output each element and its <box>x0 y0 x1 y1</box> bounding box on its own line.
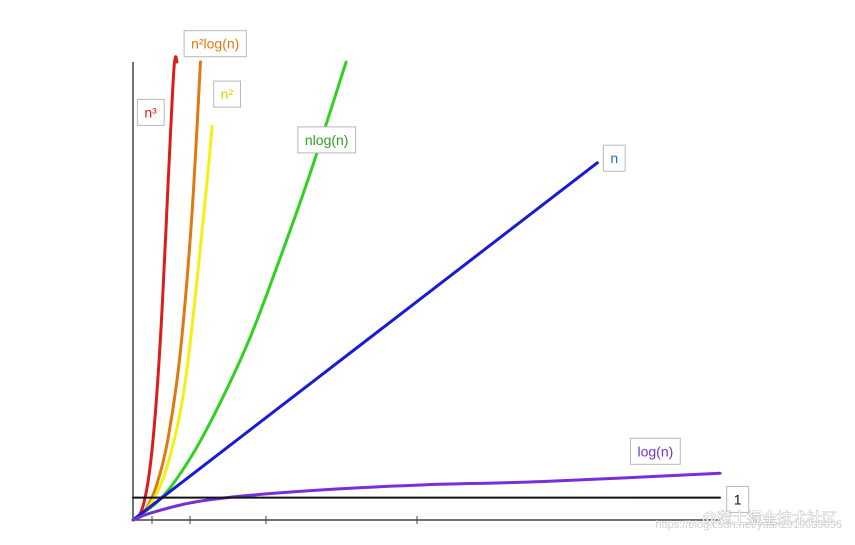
label-log-n: log(n) <box>630 437 681 465</box>
watermark-url: https://blog.csdn.net/yuan2019035055 <box>655 519 842 531</box>
label-n3: n³ <box>136 98 165 126</box>
label-text: 1 <box>734 491 742 507</box>
label-text: nlog(n) <box>305 132 349 148</box>
label-box <box>213 80 241 108</box>
series-line-log-n <box>131 471 722 522</box>
label-n: n <box>602 144 626 172</box>
label-box <box>297 126 356 154</box>
label-text: n² <box>221 86 234 102</box>
label-box <box>726 485 750 513</box>
label-box <box>630 437 681 465</box>
label-nlog-n: nlog(n) <box>297 126 356 154</box>
label-text: n³ <box>144 104 157 120</box>
series-layer <box>131 55 722 522</box>
label-1: 1 <box>726 485 750 513</box>
label-text: log(n) <box>638 443 674 459</box>
watermark-brand: @稀土掘金技术社区 <box>702 509 837 527</box>
label-box <box>136 98 165 126</box>
series-line-n <box>131 161 599 522</box>
watermark: https://blog.csdn.net/yuan2019035055 @稀土… <box>655 509 842 531</box>
series-line-n3 <box>131 55 179 522</box>
label-n2log-n: n²log(n) <box>183 30 247 58</box>
axes <box>132 62 720 524</box>
label-n2: n² <box>213 80 241 108</box>
label-text: n²log(n) <box>191 36 239 52</box>
series-line-nlog-n <box>131 60 348 522</box>
series-line-n2 <box>131 124 214 522</box>
label-box <box>602 144 626 172</box>
series-line-n2log-n <box>131 60 202 522</box>
label-box <box>183 30 247 58</box>
label-text: n <box>610 150 618 166</box>
